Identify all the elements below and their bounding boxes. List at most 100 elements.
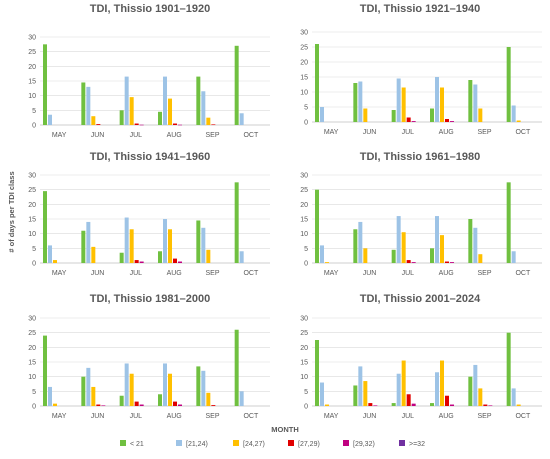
y-tick-label: 20: [300, 202, 308, 209]
y-tick-label: 30: [28, 173, 36, 180]
bar-jun-series-3: [91, 246, 96, 263]
y-tick-label: 0: [32, 261, 36, 268]
bar-aug-series-1: [430, 403, 434, 406]
y-tick-label: 25: [28, 330, 36, 337]
y-tick-label: 10: [300, 231, 308, 238]
bar-aug-series-5: [450, 404, 454, 406]
x-category-label: JUN: [363, 413, 377, 420]
x-category-label: SEP: [477, 129, 491, 136]
chart-panel-6: TDI, Thissio 2001–2024 0 5 10 15 20 25 30 MAY JUN…: [300, 293, 542, 420]
chart-panel-4: TDI, Thissio 1961–1980 0 5 10 15 20 25 30 MAY JUN…: [300, 151, 542, 277]
x-category-label: SEP: [205, 413, 219, 420]
bar-may-series-1: [315, 340, 319, 406]
legend-label: [29,32): [353, 441, 375, 448]
y-tick-label: 0: [304, 261, 308, 268]
bar-jun-series-1: [353, 385, 358, 406]
legend-swatch: [288, 440, 294, 446]
bar-oct-series-2: [239, 391, 244, 406]
legend-swatch: [176, 440, 182, 446]
x-category-label: OCT: [243, 270, 259, 277]
bar-may-series-2: [320, 107, 324, 122]
bar-oct-series-2: [511, 105, 516, 122]
y-tick-label: 5: [304, 389, 308, 396]
bar-jul-series-5: [139, 404, 144, 406]
bar-jun-series-1: [353, 229, 358, 263]
chart-panel-2: TDI, Thissio 1921–1940 0 5 10 15 20 25 30 MAY JUN…: [300, 3, 542, 136]
bar-jun-series-5: [373, 405, 378, 407]
chart-title: TDI, Thissio 1981–2000: [90, 293, 210, 305]
legend-swatch: [120, 440, 126, 446]
bar-sep-series-3: [478, 108, 483, 122]
bar-jun-series-1: [81, 82, 86, 125]
bar-sep-series-3: [478, 254, 483, 263]
bar-may-series-1: [315, 44, 319, 122]
bar-may-series-3: [53, 403, 57, 406]
bar-may-series-3: [325, 262, 329, 263]
bar-jul-series-3: [129, 229, 134, 263]
bar-jul-series-1: [119, 252, 124, 263]
bar-jul-series-4: [134, 401, 139, 406]
bar-aug-series-4: [445, 395, 449, 406]
x-category-label: JUN: [363, 270, 377, 277]
bar-jun-series-2: [358, 221, 363, 263]
bar-aug-series-5: [178, 404, 182, 406]
bar-sep-series-4: [211, 124, 216, 126]
x-category-label: MAY: [52, 270, 67, 277]
y-tick-label: 25: [28, 49, 36, 56]
legend-swatch: [233, 440, 239, 446]
y-tick-label: 20: [28, 345, 36, 352]
bar-jul-series-2: [396, 216, 401, 263]
y-tick-label: 20: [28, 64, 36, 71]
legend-swatch: [343, 440, 349, 446]
bar-may-series-2: [320, 382, 324, 406]
bar-may-series-2: [48, 114, 52, 125]
x-category-label: AUG: [167, 413, 182, 420]
y-tick-label: 25: [28, 187, 36, 194]
bar-aug-series-2: [163, 76, 167, 125]
bar-aug-series-1: [430, 108, 434, 122]
bar-aug-series-3: [168, 373, 172, 406]
y-tick-label: 10: [28, 93, 36, 100]
bar-sep-series-2: [473, 227, 478, 263]
bar-aug-series-4: [173, 123, 177, 125]
x-category-label: JUL: [130, 413, 143, 420]
x-category-label: AUG: [439, 413, 454, 420]
bar-sep-series-1: [468, 80, 473, 122]
x-category-label: AUG: [167, 270, 182, 277]
bar-sep-series-2: [201, 370, 206, 406]
bar-sep-series-1: [468, 219, 473, 263]
x-category-label: OCT: [243, 413, 259, 420]
y-tick-label: 30: [300, 30, 308, 37]
x-category-label: JUN: [91, 132, 105, 139]
bar-sep-series-5: [488, 405, 493, 407]
chart-panel-3: TDI, Thissio 1941–1960 0 5 10 15 20 25 30 MAY JUN…: [28, 151, 270, 277]
bar-sep-series-2: [473, 364, 478, 406]
legend-entry-4: [27,29): [288, 440, 320, 448]
chart-panel-5: TDI, Thissio 1981–2000 0 5 10 15 20 25 30 MAY JUN…: [28, 293, 270, 420]
bar-jul-series-4: [134, 123, 139, 125]
x-category-label: JUL: [130, 270, 143, 277]
y-tick-label: 20: [300, 345, 308, 352]
legend-label: [27,29): [298, 441, 320, 448]
bar-aug-series-4: [173, 258, 177, 263]
bar-jul-series-4: [406, 117, 411, 122]
bar-jun-series-4: [96, 404, 101, 406]
bar-jun-series-3: [363, 108, 368, 122]
bar-jul-series-2: [396, 373, 401, 406]
y-tick-label: 5: [304, 246, 308, 253]
y-tick-label: 30: [28, 35, 36, 42]
bar-aug-series-4: [445, 261, 449, 263]
legend-label: [21,24): [186, 441, 208, 448]
bar-jun-series-1: [81, 376, 86, 406]
bar-aug-series-5: [178, 124, 182, 126]
bar-oct-series-3: [516, 120, 521, 122]
bar-sep-series-1: [196, 220, 201, 263]
y-tick-label: 30: [300, 173, 308, 180]
y-tick-label: 10: [300, 90, 308, 97]
bar-oct-series-3: [516, 404, 521, 406]
x-category-label: JUL: [402, 413, 415, 420]
chart-title: TDI, Thissio 1921–1940: [360, 3, 480, 15]
bar-jul-series-1: [119, 110, 124, 125]
legend-label: [24,27): [243, 441, 265, 448]
y-tick-label: 0: [304, 404, 308, 411]
